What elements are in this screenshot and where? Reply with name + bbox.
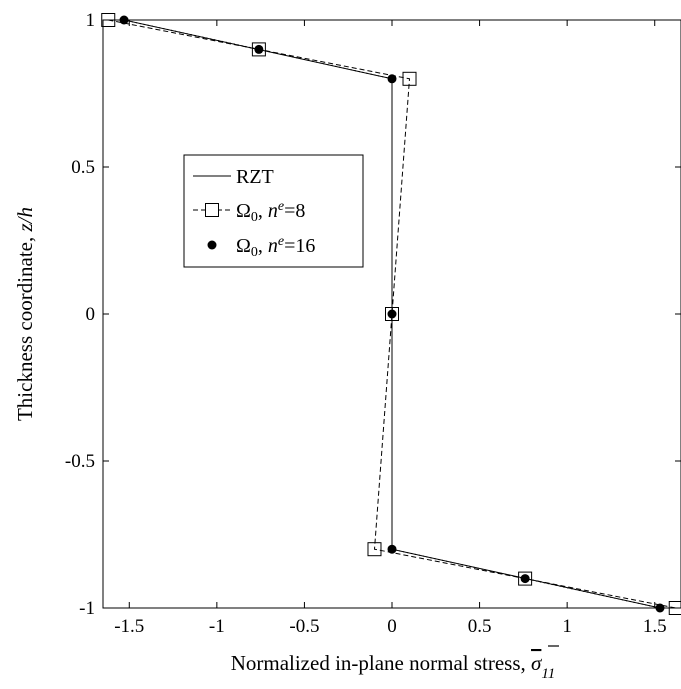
y-axis-title: Thickness coordinate, z/h	[13, 207, 37, 421]
series-1-point	[385, 307, 399, 321]
series-2-point	[387, 74, 397, 84]
axis-titles: Normalized in-plane normal stress, σ11 Th…	[13, 207, 559, 682]
legend-label-1: Ω0, ne=8	[236, 199, 305, 226]
x-tick-label: -0.5	[289, 616, 319, 637]
series-1-point	[518, 571, 533, 586]
x-tick-label: 1	[562, 616, 572, 637]
series-2-point	[520, 574, 530, 584]
series-2-point	[254, 44, 264, 54]
y-tick-label: -1	[79, 598, 95, 619]
series-1-point	[402, 71, 417, 86]
y-tick-label: -0.5	[65, 451, 95, 472]
x-tick-label: 0	[387, 616, 397, 637]
legend-label-0: RZT	[236, 166, 274, 188]
series-2-point	[387, 544, 397, 554]
ticks-layer: -1.5 -1 -0.5 0 0.5 1 1.5 -1 -0.5 0 0.5 1	[65, 10, 681, 637]
x-tick-label: 0.5	[468, 616, 492, 637]
x-tick-label: -1	[209, 616, 225, 637]
y-tick-label: 1	[86, 10, 96, 31]
y-tick-label: 0	[86, 304, 96, 325]
x-axis-title: Normalized in-plane normal stress, σ11	[231, 651, 556, 682]
x-tick-label: -1.5	[114, 616, 144, 637]
legend-label-2: Ω0, ne=16	[236, 234, 315, 261]
legend-marker-2	[207, 240, 217, 250]
series-2-point	[387, 309, 397, 319]
legend: RZT Ω0, ne=8 Ω0, ne=16	[183, 154, 364, 268]
y-tick-label: 0.5	[71, 157, 95, 178]
x-tick-label: 1.5	[643, 616, 667, 637]
legend-marker-1	[205, 203, 219, 217]
series-1-point	[367, 542, 382, 557]
series-1-point	[251, 42, 266, 57]
